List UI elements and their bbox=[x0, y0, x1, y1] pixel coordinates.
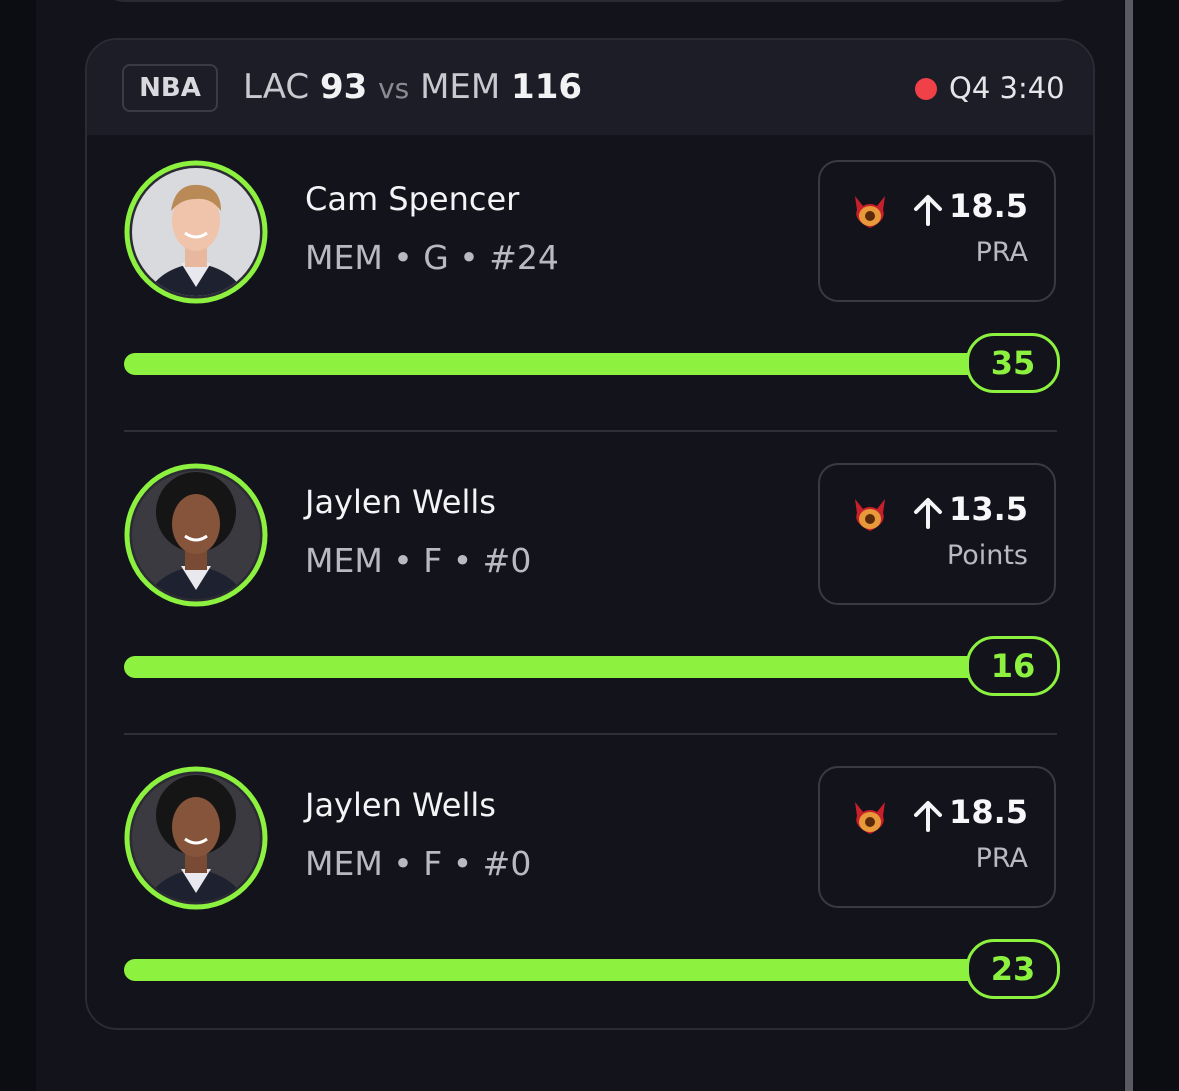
score: 116 bbox=[511, 67, 583, 107]
player-info: MEM • F • #0 bbox=[305, 844, 532, 883]
up-arrow bbox=[914, 498, 942, 529]
pick-line: 13.5 bbox=[949, 490, 1028, 528]
row-divider bbox=[124, 430, 1057, 432]
devil-icon bbox=[855, 196, 885, 228]
progress-bar bbox=[124, 656, 1024, 678]
row-divider bbox=[124, 733, 1057, 735]
pick-stat: PRA bbox=[975, 843, 1028, 874]
score: 93 bbox=[319, 67, 368, 107]
pick-line: 18.5 bbox=[949, 793, 1028, 831]
scrollbar bbox=[1125, 0, 1133, 1091]
progress-bar bbox=[124, 959, 1024, 981]
game-card[interactable]: NBA LAC 93 vs MEM 116 Q4 3:40 Cam Spence… bbox=[85, 38, 1095, 1030]
up-arrow bbox=[914, 801, 942, 832]
game-status: Q4 3:40 bbox=[949, 71, 1065, 105]
result-value: 16 bbox=[966, 636, 1060, 696]
up-arrow bbox=[914, 195, 942, 226]
result-value: 23 bbox=[966, 939, 1060, 999]
player-avatar bbox=[124, 766, 268, 910]
player-info: MEM • G • #24 bbox=[305, 238, 559, 277]
result-value: 35 bbox=[966, 333, 1060, 393]
player-name: Jaylen Wells bbox=[305, 786, 496, 824]
vs: vs bbox=[378, 72, 410, 105]
player-avatar bbox=[124, 160, 268, 304]
player-name: Jaylen Wells bbox=[305, 483, 496, 521]
devil-icon bbox=[855, 499, 885, 531]
matchup: LAC 93 vs MEM 116 bbox=[243, 64, 582, 112]
player-name: Cam Spencer bbox=[305, 180, 520, 218]
pick-box[interactable] bbox=[818, 160, 1056, 302]
progress-bar bbox=[124, 353, 1024, 375]
player-info: MEM • F • #0 bbox=[305, 541, 532, 580]
pick-box[interactable] bbox=[818, 766, 1056, 908]
live-indicator bbox=[915, 78, 937, 100]
devil-icon bbox=[855, 802, 885, 834]
pick-box[interactable] bbox=[818, 463, 1056, 605]
previous-card bbox=[100, 0, 1079, 2]
team: LAC bbox=[243, 67, 310, 107]
team: MEM bbox=[420, 67, 501, 107]
player-avatar bbox=[124, 463, 268, 607]
pick-line: 18.5 bbox=[949, 187, 1028, 225]
pick-stat: Points bbox=[946, 540, 1028, 571]
card-header: NBA LAC 93 vs MEM 116 Q4 3:40 bbox=[87, 40, 1093, 135]
pick-stat: PRA bbox=[975, 237, 1028, 268]
league-badge: NBA bbox=[122, 64, 218, 112]
